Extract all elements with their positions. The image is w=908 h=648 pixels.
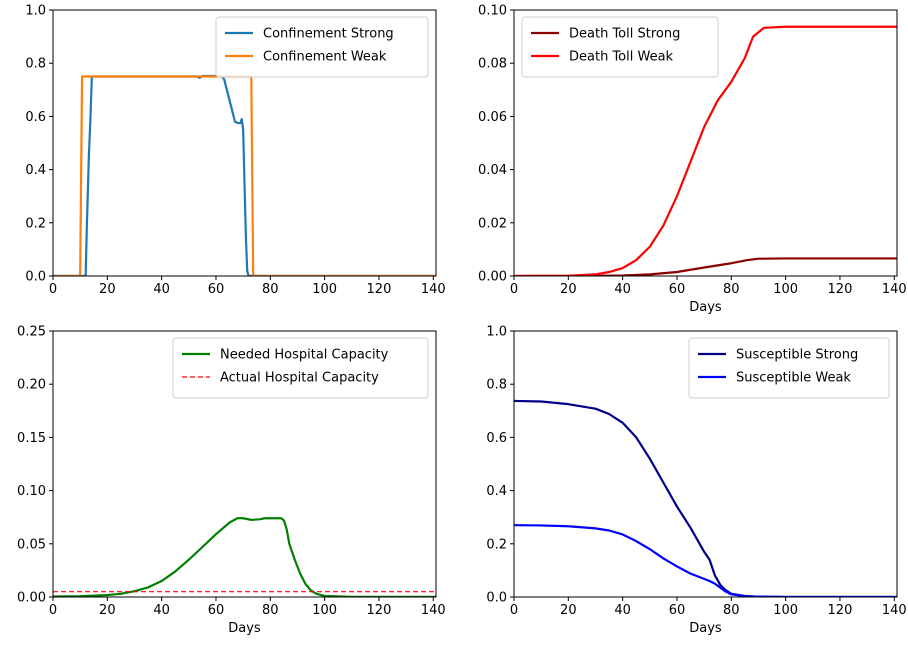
x-tick-label: 40 [153,282,170,297]
legend-box [172,337,429,399]
legend-box [688,337,890,399]
x-tick-label: 40 [614,603,631,618]
axes-frame [513,330,898,598]
x-tick-label: 120 [828,603,853,618]
y-tick-label: 0.4 [486,484,507,499]
x-tick-label: 140 [882,603,907,618]
legend-label: Death Toll Strong [569,27,680,42]
x-tick-label: 80 [262,282,279,297]
x-tick-label: 0 [49,282,57,297]
x-tick-label: 80 [723,282,740,297]
y-tick-label: 0.15 [17,431,46,446]
legend-label: Confinement Strong [263,27,394,42]
x-axis-label: Days [689,621,722,636]
x-tick-label: 60 [669,603,686,618]
x-tick-label: 20 [560,603,577,618]
x-tick-label: 0 [49,603,57,618]
x-tick-label: 140 [421,282,446,297]
x-axis-label: Days [689,300,722,315]
x-axis-label: Days [228,621,261,636]
legend-label: Confinement Weak [263,50,387,65]
x-tick-label: 40 [153,603,170,618]
x-tick-label: 80 [723,603,740,618]
y-tick-label: 0.02 [478,216,507,231]
y-tick-label: 0.08 [478,57,507,72]
legend: Susceptible Strong Susceptible Weak [688,337,890,399]
y-tick-label: 0.2 [25,216,46,231]
x-tick-label: 0 [510,282,518,297]
legend-label: Susceptible Strong [736,348,858,363]
y-tick-label: 0.20 [17,378,46,393]
y-tick-label: 0.25 [17,325,46,340]
x-tick-label: 120 [367,282,392,297]
y-tick-label: 0.0 [25,270,46,285]
legend: Needed Hospital Capacity Actual Hospital … [172,337,429,399]
y-tick-label: 0.10 [17,484,46,499]
series-line-confinement-weak [53,75,436,276]
y-tick-label: 1.0 [486,325,507,340]
y-tick-label: 0.10 [478,4,507,19]
x-tick-label: 120 [828,282,853,297]
x-tick-label: 100 [312,282,337,297]
x-tick-label: 140 [882,282,907,297]
axes-frame [52,9,437,277]
x-tick-label: 60 [208,282,225,297]
series-line-susceptible-weak [514,524,897,597]
axes-frame [52,330,437,598]
x-tick-label: 0 [510,603,518,618]
y-tick-label: 0.8 [486,378,507,393]
subplot-1: 0 20 40 60 80 100 120 140 0.0 0.2 0.4 0.6 0.8 1.0 Conf… [25,4,445,298]
y-tick-label: 0.0 [486,591,507,606]
legend-box [521,16,719,78]
legend-label: Death Toll Weak [569,50,674,65]
x-tick-label: 20 [560,282,577,297]
x-tick-label: 20 [99,282,116,297]
x-tick-label: 100 [773,603,798,618]
x-tick-label: 80 [262,603,279,618]
x-tick-label: 120 [367,603,392,618]
y-tick-label: 0.4 [25,163,46,178]
series-line-susceptible-strong [514,399,897,597]
subplot-4: 0 20 40 60 80 100 120 140 0.0 0.2 0.4 0.6 0.8 1.0 Days… [486,325,906,637]
y-tick-label: 0.06 [478,110,507,125]
series-line-confinement-strong [53,74,436,276]
y-tick-label: 0.05 [17,537,46,552]
y-tick-label: 0.04 [478,163,507,178]
y-tick-label: 0.00 [17,591,46,606]
legend-label: Susceptible Weak [736,371,851,386]
series-line-death-toll-weak [514,25,897,276]
y-tick-label: 0.8 [25,57,46,72]
x-tick-label: 40 [614,282,631,297]
legend: Death Toll Strong Death Toll Weak [521,16,719,78]
legend-label: Actual Hospital Capacity [220,371,379,386]
series-line-needed-hospital-capacity [53,516,436,597]
y-tick-label: 1.0 [25,4,46,19]
y-tick-label: 0.00 [478,270,507,285]
x-tick-label: 100 [773,282,798,297]
y-tick-label: 0.6 [486,431,507,446]
x-tick-label: 20 [99,603,116,618]
y-tick-label: 0.6 [25,110,46,125]
subplot-2: 0 20 40 60 80 100 120 140 0.00 0.02 0.04 0.06 0.08 0.… [478,4,907,316]
x-tick-label: 60 [208,603,225,618]
axes-frame [513,9,898,277]
legend-label: Needed Hospital Capacity [220,348,389,363]
series-line-death-toll-strong [514,257,897,276]
x-tick-label: 140 [421,603,446,618]
x-tick-label: 100 [312,603,337,618]
subplot-3: 0 20 40 60 80 100 120 140 0.00 0.05 0.10 0.15 0.20 0.… [17,325,446,637]
y-tick-label: 0.2 [486,537,507,552]
legend-box [215,16,429,78]
legend: Confinement Strong Confinement Weak [215,16,429,78]
x-tick-label: 60 [669,282,686,297]
